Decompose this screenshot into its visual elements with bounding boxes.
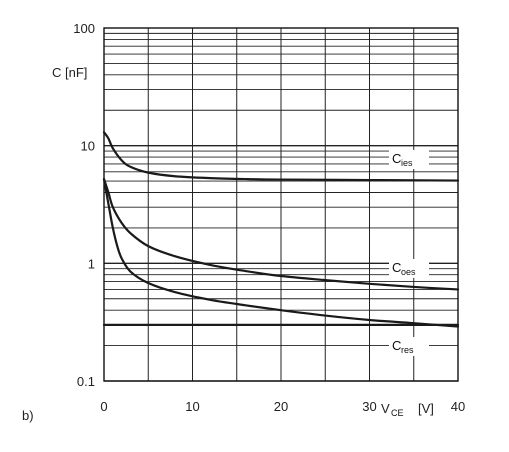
x-tick-label: 10 — [185, 399, 199, 414]
x-axis-label-unit: [V] — [418, 401, 434, 416]
y-tick-label: 10 — [81, 139, 95, 154]
x-tick-label: 40 — [451, 399, 465, 414]
x-axis-label-main: V — [381, 401, 390, 416]
y-tick-label: 100 — [73, 21, 95, 36]
y-tick-label: 1 — [88, 256, 95, 271]
y-tick-label: 0.1 — [77, 374, 95, 389]
x-tick-label: 0 — [100, 399, 107, 414]
series-label-main: C — [392, 260, 401, 275]
y-axis-label: C [nF] — [52, 65, 87, 80]
series-label-bg — [389, 337, 429, 356]
x-axis-label: V CE [V] — [381, 401, 434, 418]
series-layer — [102, 131, 460, 328]
series-label-sub: oes — [401, 267, 416, 277]
series-label-sub: res — [401, 345, 414, 355]
series-line-ies — [102, 131, 460, 182]
series-label-main: C — [392, 338, 401, 353]
series-label-bg — [389, 150, 429, 169]
series-label-sub: ies — [401, 158, 413, 168]
x-tick-label: 30 — [362, 399, 376, 414]
x-tick-label: 20 — [274, 399, 288, 414]
series-line-res — [102, 177, 460, 328]
x-axis-label-sub: CE — [391, 408, 404, 418]
series-line-oes — [102, 177, 460, 291]
panel-label: b) — [22, 408, 34, 423]
series-label-bg — [389, 259, 429, 278]
grid — [103, 28, 459, 382]
series-label-main: C — [392, 151, 401, 166]
plot-frame — [103, 27, 459, 382]
